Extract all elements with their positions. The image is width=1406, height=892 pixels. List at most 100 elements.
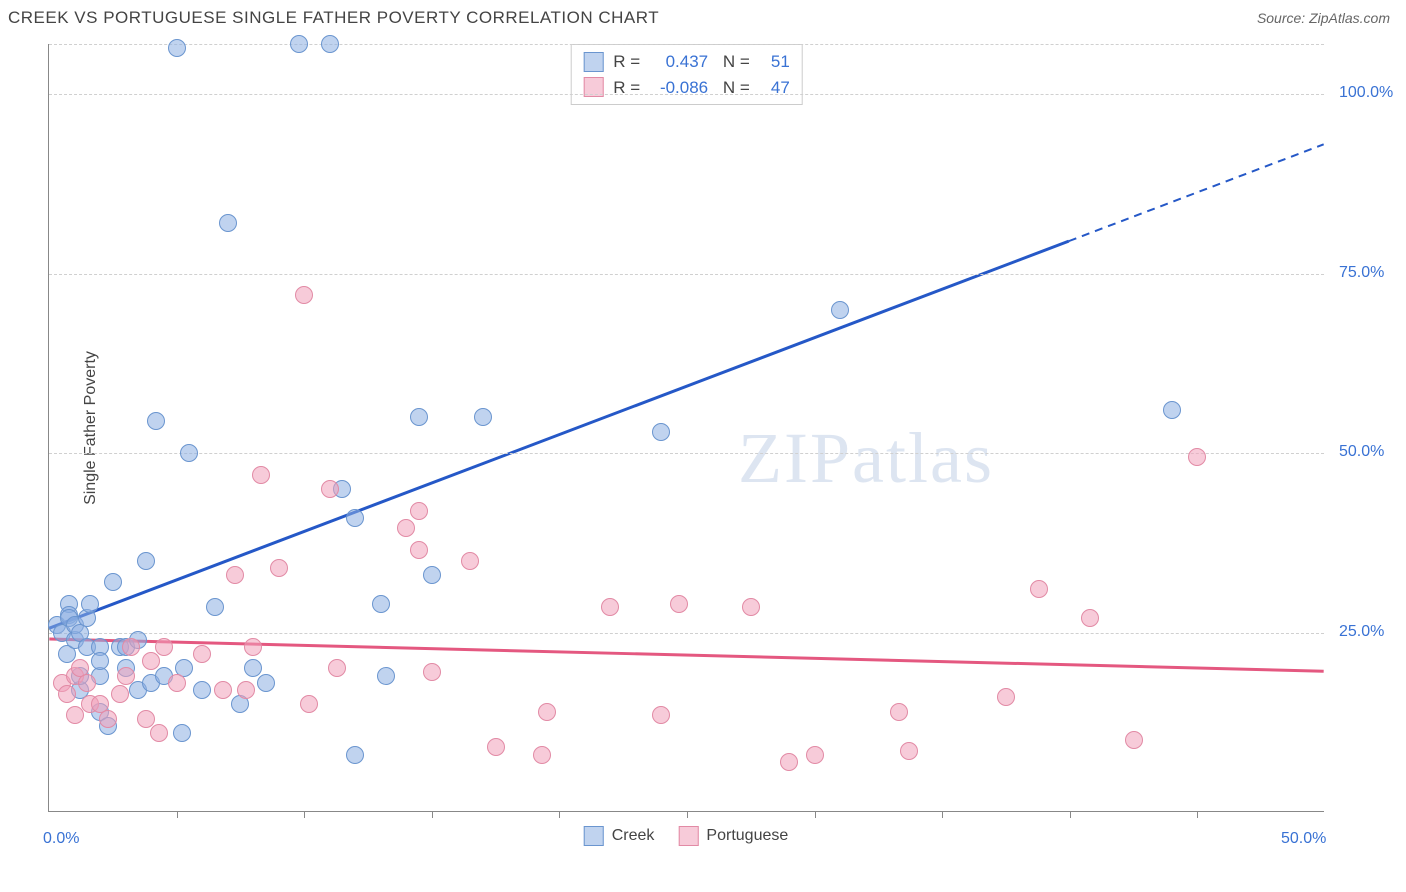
data-point (1030, 580, 1048, 598)
data-point (137, 552, 155, 570)
data-point (670, 595, 688, 613)
data-point (423, 566, 441, 584)
data-point (252, 466, 270, 484)
stats-row-portuguese: R = -0.086 N = 47 (583, 75, 790, 101)
portuguese-r-value: -0.086 (650, 75, 708, 101)
data-point (270, 559, 288, 577)
data-point (652, 423, 670, 441)
y-tick-label: 50.0% (1339, 443, 1384, 461)
data-point (117, 667, 135, 685)
x-tick (1197, 811, 1198, 818)
data-point (168, 39, 186, 57)
data-point (78, 674, 96, 692)
gridline (49, 274, 1324, 275)
gridline (49, 633, 1324, 634)
data-point (193, 681, 211, 699)
chart-title: CREEK VS PORTUGUESE SINGLE FATHER POVERT… (8, 8, 659, 28)
data-point (1081, 609, 1099, 627)
data-point (237, 681, 255, 699)
data-point (652, 706, 670, 724)
data-point (601, 598, 619, 616)
stats-row-creek: R = 0.437 N = 51 (583, 49, 790, 75)
data-point (372, 595, 390, 613)
data-point (806, 746, 824, 764)
data-point (226, 566, 244, 584)
x-tick (559, 811, 560, 818)
data-point (214, 681, 232, 699)
data-point (150, 724, 168, 742)
data-point (104, 573, 122, 591)
data-point (900, 742, 918, 760)
data-point (1163, 401, 1181, 419)
creek-r-value: 0.437 (650, 49, 708, 75)
series-legend: Creek Portuguese (584, 826, 789, 846)
legend-swatch-creek-icon (584, 826, 604, 846)
portuguese-n-value: 47 (760, 75, 790, 101)
y-tick-label: 100.0% (1339, 84, 1393, 102)
x-tick (687, 811, 688, 818)
y-tick-label: 25.0% (1339, 623, 1384, 641)
chart-header: CREEK VS PORTUGUESE SINGLE FATHER POVERT… (0, 0, 1406, 36)
watermark-text: ZIPatlas (738, 417, 994, 500)
source-label: Source: ZipAtlas.com (1257, 10, 1390, 26)
creek-n-value: 51 (760, 49, 790, 75)
data-point (423, 663, 441, 681)
x-tick-label: 50.0% (1281, 830, 1326, 848)
data-point (410, 502, 428, 520)
legend-item-creek: Creek (584, 826, 655, 846)
x-tick-label: 0.0% (43, 830, 79, 848)
data-point (257, 674, 275, 692)
data-point (219, 214, 237, 232)
data-point (890, 703, 908, 721)
data-point (180, 444, 198, 462)
data-point (81, 595, 99, 613)
gridline (49, 453, 1324, 454)
data-point (91, 652, 109, 670)
data-point (1125, 731, 1143, 749)
x-tick (942, 811, 943, 818)
gridline (49, 44, 1324, 45)
data-point (168, 674, 186, 692)
legend-item-portuguese: Portuguese (678, 826, 788, 846)
x-tick (432, 811, 433, 818)
data-point (328, 659, 346, 677)
x-tick (1070, 811, 1071, 818)
data-point (142, 652, 160, 670)
data-point (193, 645, 211, 663)
data-point (111, 685, 129, 703)
data-point (66, 706, 84, 724)
data-point (831, 301, 849, 319)
correlation-stats-box: R = 0.437 N = 51 R = -0.086 N = 47 (570, 44, 803, 105)
data-point (997, 688, 1015, 706)
data-point (321, 480, 339, 498)
data-point (533, 746, 551, 764)
data-point (147, 412, 165, 430)
data-point (295, 286, 313, 304)
data-point (346, 746, 364, 764)
data-point (244, 638, 262, 656)
data-point (487, 738, 505, 756)
data-point (290, 35, 308, 53)
data-point (321, 35, 339, 53)
data-point (410, 541, 428, 559)
data-point (206, 598, 224, 616)
data-point (300, 695, 318, 713)
data-point (122, 638, 140, 656)
y-tick-label: 75.0% (1339, 264, 1384, 282)
data-point (377, 667, 395, 685)
plot-container: ZIPatlas R = 0.437 N = 51 R = -0.086 N =… (48, 44, 1324, 812)
data-point (155, 638, 173, 656)
legend-swatch-portuguese-icon (678, 826, 698, 846)
data-point (346, 509, 364, 527)
data-point (173, 724, 191, 742)
data-point (474, 408, 492, 426)
data-point (58, 685, 76, 703)
data-point (397, 519, 415, 537)
data-point (780, 753, 798, 771)
swatch-creek-icon (583, 52, 603, 72)
gridline (49, 94, 1324, 95)
data-point (742, 598, 760, 616)
x-tick (304, 811, 305, 818)
x-tick (815, 811, 816, 818)
data-point (99, 710, 117, 728)
